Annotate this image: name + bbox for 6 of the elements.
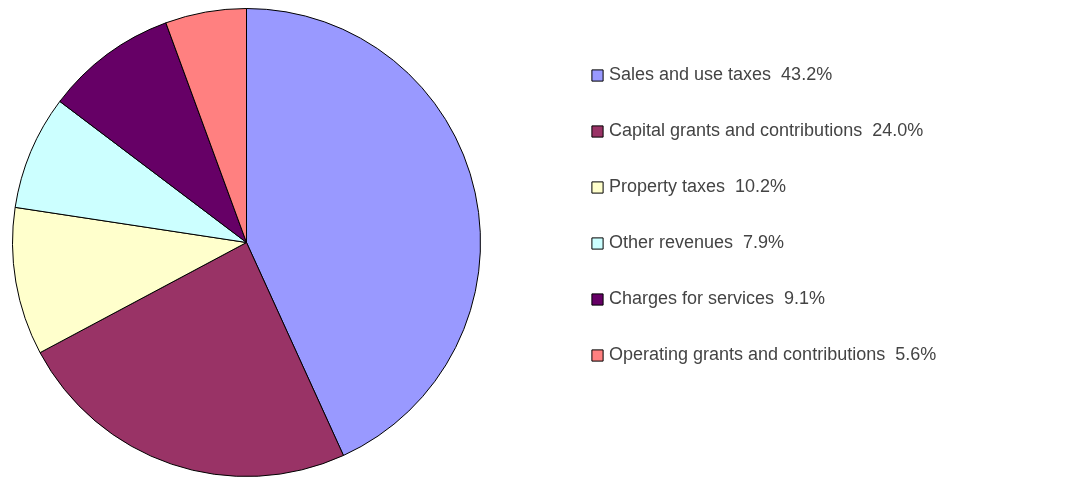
legend-label: Sales and use taxes 43.2% bbox=[609, 64, 833, 85]
legend-label: Operating grants and contributions 5.6% bbox=[609, 344, 937, 365]
legend-label: Capital grants and contributions 24.0% bbox=[609, 120, 924, 141]
legend-label: Property taxes 10.2% bbox=[609, 176, 787, 197]
legend-label: Other revenues 7.9% bbox=[609, 232, 785, 253]
legend-label: Charges for services 9.1% bbox=[609, 288, 826, 309]
